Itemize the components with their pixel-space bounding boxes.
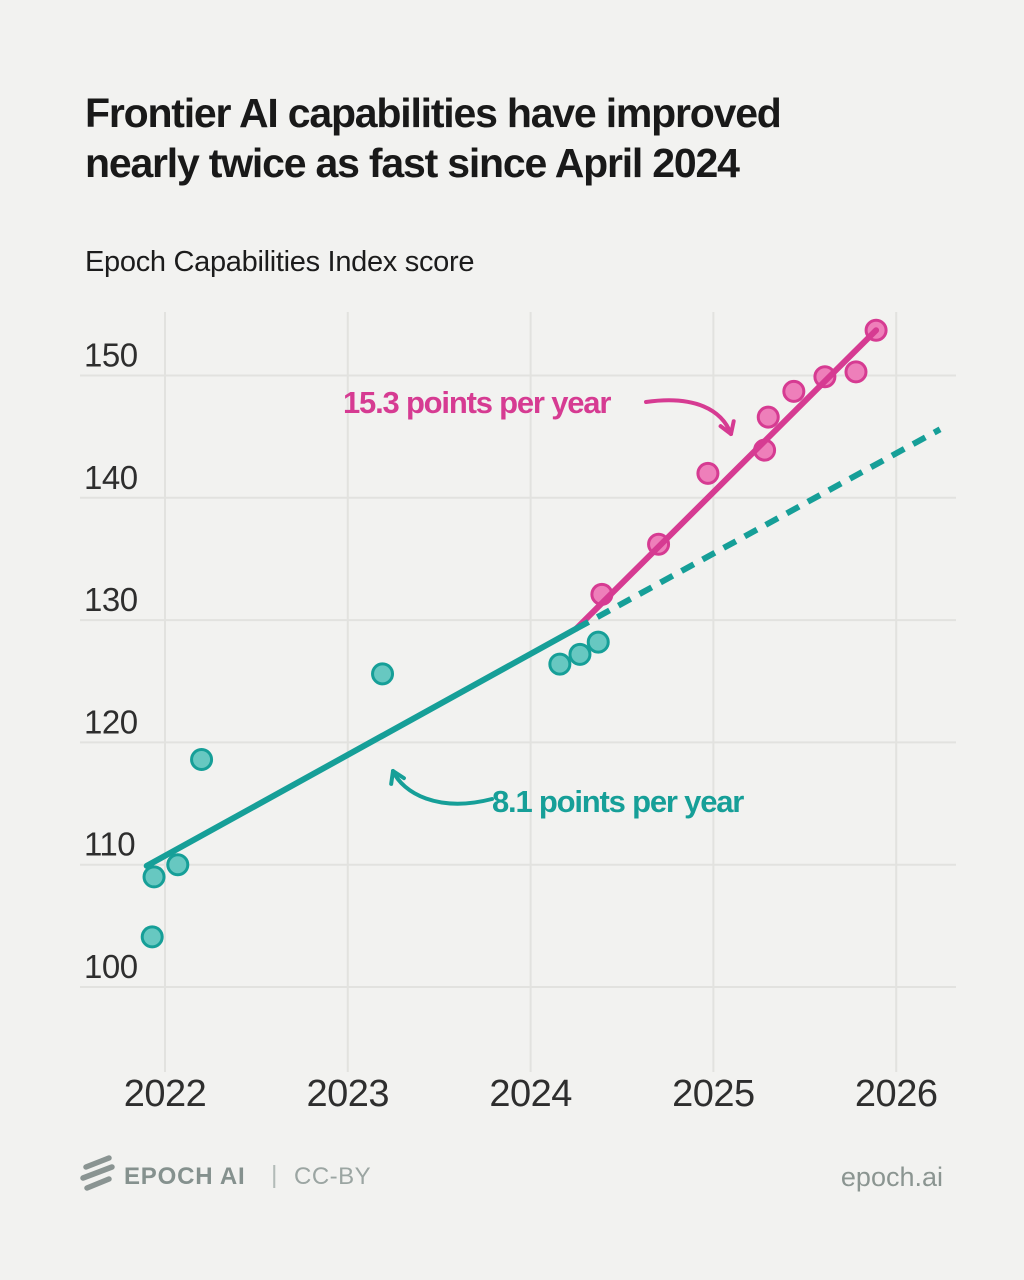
epoch-ai-logo-icon	[80, 1155, 115, 1191]
y-axis-tick-label: 140	[84, 459, 138, 496]
x-axis-tick-label: 2024	[489, 1073, 572, 1115]
annotation-arrow	[389, 769, 494, 806]
teal-data-point	[142, 865, 166, 889]
annotation-label: 15.3 points per year	[343, 385, 611, 420]
pink-data-point	[756, 405, 780, 429]
y-axis-tick-label: 110	[84, 826, 135, 863]
trend-line-teal-dashed	[574, 426, 942, 632]
chart-title-line2: nearly twice as fast since April 2024	[85, 140, 740, 186]
footer-license-label: CC-BY	[294, 1163, 372, 1190]
y-axis-tick-label: 120	[84, 703, 138, 740]
annotation-arrow	[644, 398, 736, 436]
y-axis-tick-label: 100	[84, 948, 138, 985]
footer-divider: |	[271, 1161, 278, 1189]
trend-lines	[143, 327, 942, 869]
trend-line-pink-solid	[573, 327, 880, 632]
teal-data-point	[548, 652, 572, 676]
x-axis-tick-label: 2023	[307, 1073, 390, 1115]
teal-data-point	[166, 853, 190, 877]
teal-data-point	[568, 642, 592, 666]
footer-brand-label: EPOCH AI	[124, 1163, 246, 1190]
y-axis-tick-label: 150	[84, 337, 138, 374]
pink-data-point	[782, 379, 806, 403]
pink-data-point	[813, 365, 837, 389]
teal-data-point	[586, 630, 610, 654]
x-axis-tick-label: 2022	[124, 1073, 207, 1115]
teal-data-point	[140, 925, 164, 949]
footer-website-link[interactable]: epoch.ai	[840, 1162, 943, 1192]
x-axis-tick-label: 2025	[672, 1073, 755, 1115]
trend-line-teal-solid	[143, 625, 580, 869]
annotation-label: 8.1 points per year	[492, 784, 744, 819]
chart-title: Frontier AI capabilities have improved n…	[85, 88, 965, 188]
y-axis-tick-label: 130	[84, 581, 138, 618]
pink-data-point	[844, 360, 868, 384]
pink-data-point	[696, 461, 720, 485]
chart-subtitle: Epoch Capabilities Index score	[85, 246, 475, 278]
grid	[80, 312, 956, 1072]
teal-data-point	[190, 748, 214, 772]
chart-title-line1: Frontier AI capabilities have improved	[85, 90, 782, 136]
teal-data-point	[371, 662, 395, 686]
x-axis-tick-label: 2026	[855, 1073, 938, 1115]
